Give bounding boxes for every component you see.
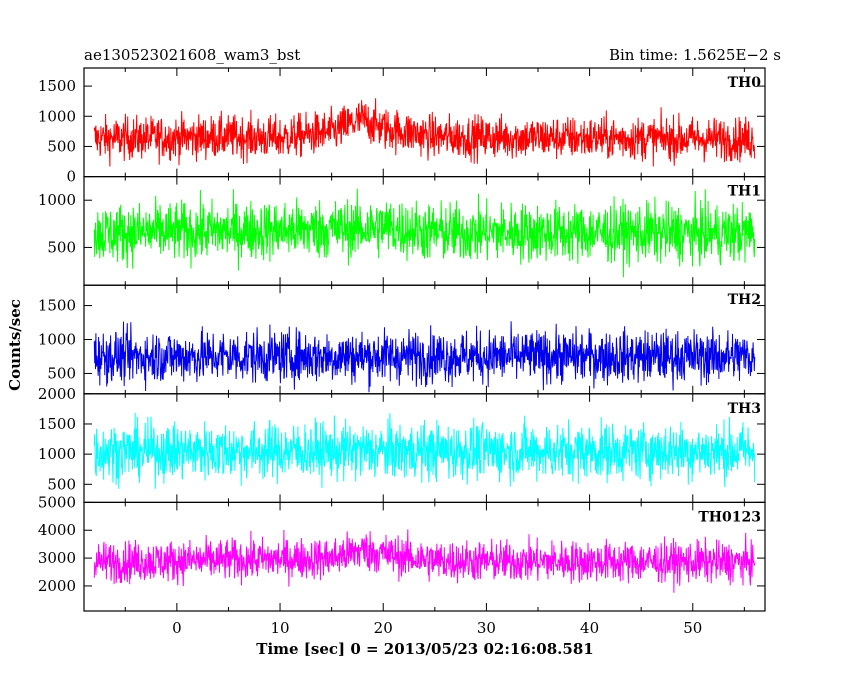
y-tick-label: 500 <box>47 137 76 155</box>
y-tick-label: 500 <box>47 475 76 493</box>
y-tick-label: 1500 <box>38 297 76 315</box>
y-tick-label: 1000 <box>38 445 76 463</box>
y-tick-label: 500 <box>47 364 76 382</box>
x-tick-label: 50 <box>683 619 702 637</box>
y-axis-label: Counts/sec <box>6 299 24 391</box>
series-th0123-line <box>93 529 756 593</box>
series-th3-line <box>93 412 756 489</box>
series-th2-line <box>93 321 756 393</box>
panel-label-th2: TH2 <box>728 292 761 308</box>
y-tick-label: 0 <box>66 168 76 186</box>
y-tick-label: 1000 <box>38 191 76 209</box>
x-tick-label: 30 <box>477 619 496 637</box>
y-tick-label: 4000 <box>38 521 76 539</box>
panel-label-th3: TH3 <box>728 401 761 417</box>
series-th1-line <box>93 188 756 278</box>
y-tick-label: 5000 <box>38 493 76 511</box>
bin-time-label: Bin time: 1.5625E−2 s <box>609 46 781 64</box>
y-tick-label: 2000 <box>38 385 76 403</box>
y-tick-label: 3000 <box>38 549 76 567</box>
panel-th0-frame <box>83 67 766 178</box>
x-axis-label: Time [sec] 0 = 2013/05/23 02:16:08.581 <box>256 640 593 658</box>
panel-label-th0123: TH0123 <box>698 509 761 525</box>
y-tick-label: 500 <box>47 238 76 256</box>
panel-label-th1: TH1 <box>728 184 761 200</box>
panel-th0123-frame <box>83 501 766 612</box>
x-tick-label: 20 <box>374 619 393 637</box>
x-tick-label: 10 <box>270 619 289 637</box>
panel-label-th0: TH0 <box>728 75 762 91</box>
y-tick-label: 1000 <box>38 331 76 349</box>
y-tick-label: 2000 <box>38 577 76 595</box>
series-th0-line <box>93 98 756 167</box>
x-tick-label: 0 <box>172 619 182 637</box>
y-tick-label: 1500 <box>38 77 76 95</box>
x-tick-label: 40 <box>580 619 599 637</box>
y-tick-label: 1000 <box>38 107 76 125</box>
chart-title: ae130523021608_wam3_bst <box>84 46 300 64</box>
y-tick-label: 1500 <box>38 415 76 433</box>
